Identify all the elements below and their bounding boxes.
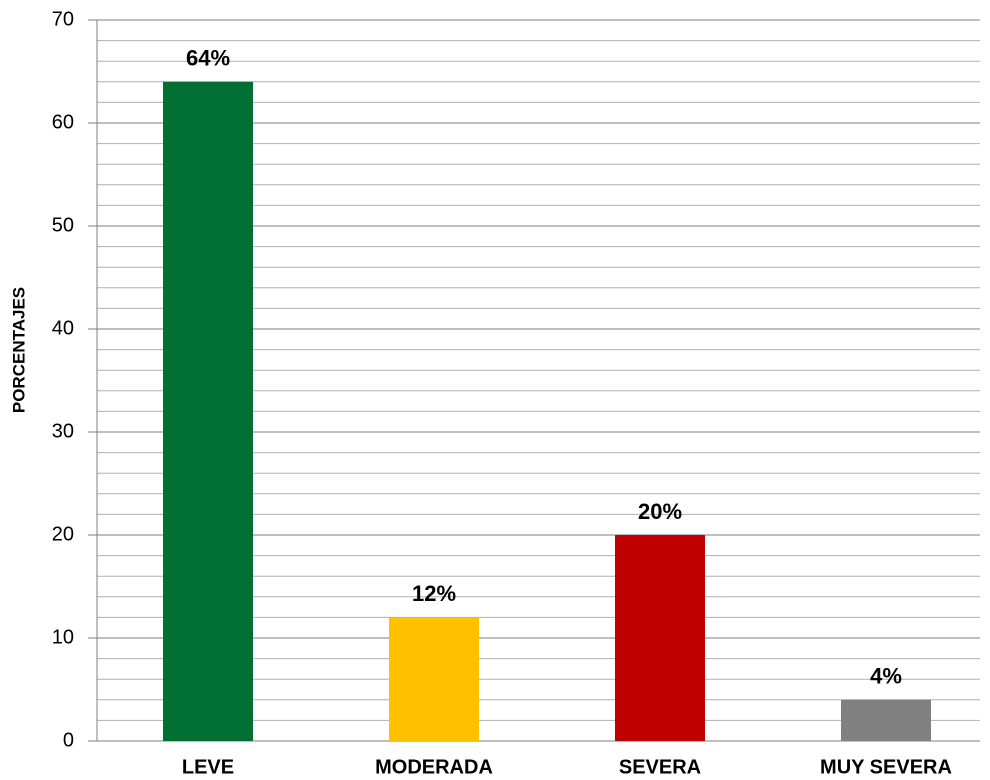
y-axis-label: PORCENTAJES [9, 287, 28, 413]
x-tick-label: LEVE [182, 756, 234, 778]
value-label: 4% [870, 664, 902, 689]
bar [615, 535, 705, 741]
y-tick-label: 70 [52, 8, 74, 30]
bar [389, 617, 479, 741]
x-tick-label: MODERADA [375, 756, 493, 778]
y-tick-label: 0 [63, 729, 74, 751]
x-tick-label: MUY SEVERA [820, 756, 952, 778]
y-tick-label: 60 [52, 111, 74, 133]
value-label: 20% [638, 499, 682, 524]
x-tick-label: SEVERA [619, 756, 701, 778]
y-tick-label: 30 [52, 420, 74, 442]
bar [841, 699, 931, 741]
value-label: 12% [412, 581, 456, 606]
value-label: 64% [186, 46, 230, 71]
y-tick-label: 10 [52, 626, 74, 648]
y-tick-label: 20 [52, 523, 74, 545]
bar [163, 81, 253, 742]
y-tick-label: 40 [52, 317, 74, 339]
y-tick-label: 50 [52, 214, 74, 236]
